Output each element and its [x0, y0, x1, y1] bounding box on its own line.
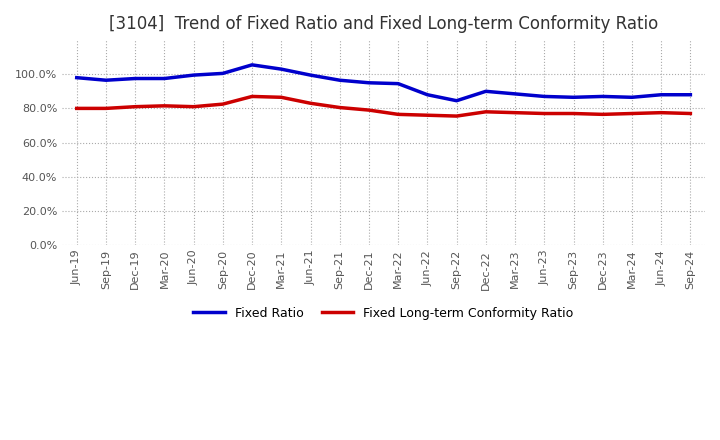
Fixed Long-term Conformity Ratio — [364, 107, 373, 113]
Fixed Ratio — [131, 76, 140, 81]
Fixed Long-term Conformity Ratio — [306, 101, 315, 106]
Fixed Long-term Conformity Ratio — [423, 113, 432, 118]
Fixed Ratio — [657, 92, 665, 97]
Fixed Long-term Conformity Ratio — [336, 105, 344, 110]
Fixed Long-term Conformity Ratio — [540, 111, 549, 116]
Title: [3104]  Trend of Fixed Ratio and Fixed Long-term Conformity Ratio: [3104] Trend of Fixed Ratio and Fixed Lo… — [109, 15, 658, 33]
Fixed Ratio — [452, 98, 461, 103]
Fixed Ratio — [423, 92, 432, 97]
Fixed Ratio — [218, 71, 227, 76]
Fixed Long-term Conformity Ratio — [248, 94, 256, 99]
Fixed Ratio — [160, 76, 168, 81]
Fixed Ratio — [628, 95, 636, 100]
Fixed Ratio — [73, 75, 81, 81]
Fixed Long-term Conformity Ratio — [189, 104, 198, 109]
Fixed Long-term Conformity Ratio — [394, 112, 402, 117]
Fixed Ratio — [364, 80, 373, 85]
Fixed Long-term Conformity Ratio — [482, 109, 490, 114]
Legend: Fixed Ratio, Fixed Long-term Conformity Ratio: Fixed Ratio, Fixed Long-term Conformity … — [189, 302, 579, 325]
Fixed Long-term Conformity Ratio — [102, 106, 110, 111]
Fixed Ratio — [306, 73, 315, 78]
Fixed Long-term Conformity Ratio — [452, 114, 461, 119]
Fixed Long-term Conformity Ratio — [131, 104, 140, 109]
Fixed Ratio — [394, 81, 402, 86]
Fixed Ratio — [598, 94, 607, 99]
Fixed Ratio — [686, 92, 695, 97]
Fixed Long-term Conformity Ratio — [510, 110, 519, 115]
Fixed Ratio — [510, 91, 519, 96]
Line: Fixed Ratio: Fixed Ratio — [77, 65, 690, 101]
Fixed Long-term Conformity Ratio — [570, 111, 578, 116]
Fixed Ratio — [540, 94, 549, 99]
Fixed Long-term Conformity Ratio — [686, 111, 695, 116]
Fixed Long-term Conformity Ratio — [160, 103, 168, 109]
Fixed Long-term Conformity Ratio — [218, 102, 227, 107]
Fixed Long-term Conformity Ratio — [628, 111, 636, 116]
Fixed Long-term Conformity Ratio — [657, 110, 665, 115]
Fixed Long-term Conformity Ratio — [73, 106, 81, 111]
Fixed Long-term Conformity Ratio — [598, 112, 607, 117]
Fixed Ratio — [277, 66, 286, 72]
Fixed Ratio — [336, 77, 344, 83]
Fixed Ratio — [189, 73, 198, 78]
Fixed Long-term Conformity Ratio — [277, 95, 286, 100]
Fixed Ratio — [482, 89, 490, 94]
Fixed Ratio — [102, 77, 110, 83]
Fixed Ratio — [570, 95, 578, 100]
Fixed Ratio — [248, 62, 256, 67]
Line: Fixed Long-term Conformity Ratio: Fixed Long-term Conformity Ratio — [77, 96, 690, 116]
